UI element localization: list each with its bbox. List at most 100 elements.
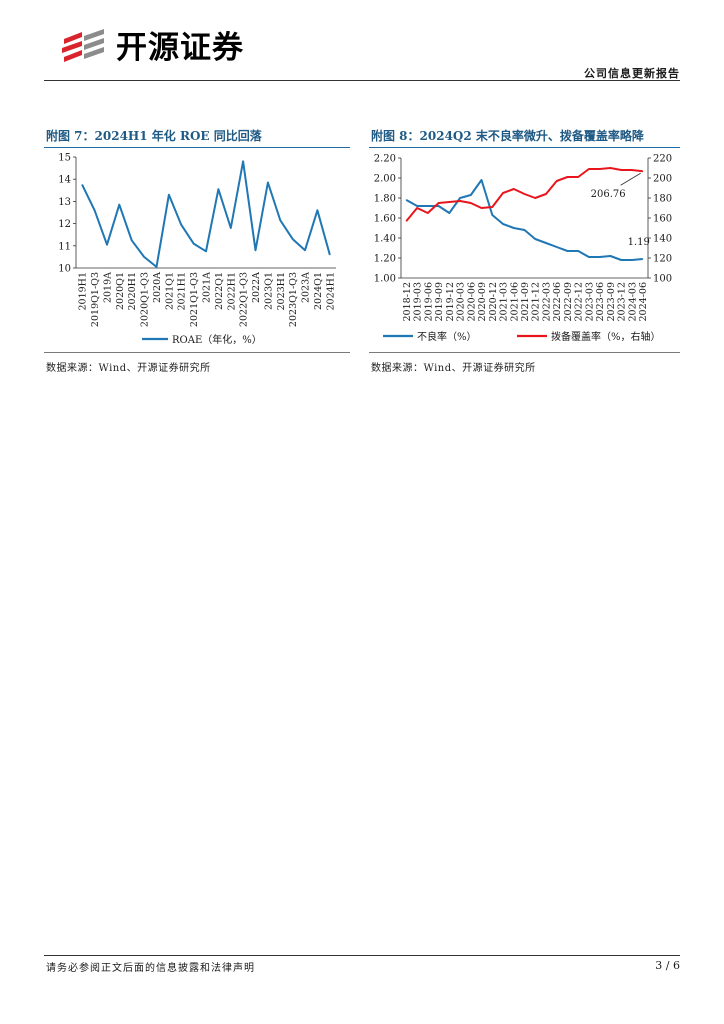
npl-ratio-data-point xyxy=(588,256,590,258)
left-y-tick-label: 2.20 xyxy=(374,154,396,165)
left-y-tick-label: 1.80 xyxy=(374,194,396,205)
coverage-ratio-data-point xyxy=(642,170,644,172)
x-tick-label: 2019-09 xyxy=(434,282,445,321)
x-tick-label: 2019Q1-Q3 xyxy=(90,272,101,327)
coverage-ratio-data-point xyxy=(534,197,536,199)
coverage-ratio-data-point xyxy=(588,168,590,170)
figure-7-title-rule xyxy=(44,147,350,148)
x-tick-label: 2024H1 xyxy=(325,272,336,311)
roae-data-point xyxy=(81,184,83,186)
x-tick-label: 2019-06 xyxy=(423,282,434,321)
npl-ratio-data-point xyxy=(577,250,579,252)
npl-ratio-data-point xyxy=(405,199,407,201)
right-y-tick-label: 200 xyxy=(653,174,672,185)
coverage-ratio-data-point xyxy=(470,202,472,204)
coverage-ratio-data-point xyxy=(556,180,558,182)
x-tick-label: 2021-03 xyxy=(499,282,510,321)
x-tick-label: 2022-06 xyxy=(552,282,563,321)
coverage-ratio-data-point xyxy=(480,207,483,209)
coverage-ratio-data-point xyxy=(566,176,569,178)
npl-ratio-data-point xyxy=(502,223,504,225)
coverage-ratio-data-point xyxy=(609,167,612,169)
x-tick-label: 2023Q1-Q3 xyxy=(288,272,299,327)
annotation-npl-value: 1.19 xyxy=(628,237,650,248)
npl-ratio-data-point xyxy=(470,194,472,196)
x-tick-label: 2023A xyxy=(301,272,312,303)
roae-data-point xyxy=(168,194,170,196)
x-tick-label: 2019-03 xyxy=(413,282,424,321)
coverage-ratio-data-point xyxy=(631,169,633,171)
roae-data-point xyxy=(118,204,120,206)
x-tick-label: 2021Q1-Q3 xyxy=(189,272,200,327)
logo-stripes xyxy=(62,29,104,62)
npl-ratio-data-point xyxy=(631,259,633,261)
roae-data-point xyxy=(230,227,232,229)
x-tick-label: 2021-12 xyxy=(531,282,542,321)
x-tick-label: 2023-12 xyxy=(617,282,628,321)
y-tick-label: 11 xyxy=(58,241,71,252)
npl-ratio-data-point xyxy=(437,205,440,207)
brand-logo-mark xyxy=(62,29,104,62)
roae-data-point xyxy=(205,250,207,252)
roae-data-point xyxy=(267,181,269,184)
x-tick-label: 2023-09 xyxy=(606,282,617,321)
x-tick-label: 2022Q1 xyxy=(214,272,225,310)
x-tick-label: 2022-03 xyxy=(541,282,552,321)
y-tick-label: 12 xyxy=(58,219,71,230)
x-tick-label: 2021A xyxy=(202,272,213,303)
figure-7-title: 附图 7：2024H1 年化 ROE 同比回落 xyxy=(46,129,262,143)
brand-name: 开源证券 xyxy=(116,30,244,66)
figure-8-bottom-rule xyxy=(369,352,680,353)
npl-ratio-data-point xyxy=(523,229,526,231)
x-tick-label: 2019A xyxy=(102,272,113,303)
x-tick-label: 2024Q1 xyxy=(313,272,324,310)
x-tick-label: 2023Q1 xyxy=(263,272,274,310)
npl-ratio-data-point xyxy=(642,258,644,260)
x-tick-label: 2020A xyxy=(152,272,163,303)
npl-ratio-data-point xyxy=(534,238,536,240)
roae-data-point xyxy=(242,160,244,163)
coverage-ratio-data-point xyxy=(437,202,440,204)
x-tick-label: 2019-12 xyxy=(445,282,456,321)
roae-data-point xyxy=(193,242,195,245)
report-type: 公司信息更新报告 xyxy=(584,67,680,80)
figure-7-source: 数据来源：Wind、开源证券研究所 xyxy=(46,363,211,374)
roae-data-point xyxy=(279,219,281,221)
footer-divider xyxy=(44,955,680,956)
right-y-tick-label: 120 xyxy=(653,254,672,265)
x-tick-label: 2022-09 xyxy=(563,282,574,321)
npl-ratio-data-point xyxy=(609,255,612,257)
npl-ratio-data-point xyxy=(566,250,569,252)
npl-ratio-data-point xyxy=(599,256,601,258)
roae-data-point xyxy=(106,244,108,246)
figure-8-npl-coverage-chart: 1.00 1.20 1.40 1.60 1.80 2.00 2.20 100 120 140 160… xyxy=(374,154,672,344)
roae-data-point xyxy=(217,188,219,190)
x-tick-label: 2022H1 xyxy=(226,272,237,311)
npl-ratio-data-point xyxy=(620,259,622,261)
npl-ratio-data-point xyxy=(427,205,429,207)
roae-data-point xyxy=(254,249,257,251)
x-tick-label: 2021-06 xyxy=(509,282,520,321)
annotation-coverage-value: 206.76 xyxy=(591,189,626,200)
x-tick-label: 2020-09 xyxy=(477,282,488,321)
x-tick-label: 2018-12 xyxy=(402,282,413,321)
x-tick-label: 2019H1 xyxy=(78,272,89,311)
npl-ratio-data-point xyxy=(480,179,483,181)
coverage-ratio-data-point xyxy=(523,193,526,195)
right-y-tick-label: 140 xyxy=(653,234,672,245)
y-tick-label: 13 xyxy=(58,197,71,208)
roae-data-point xyxy=(143,256,145,258)
left-y-tick-label: 1.40 xyxy=(374,234,396,245)
x-tick-label: 2023-03 xyxy=(584,282,595,321)
legend-label-coverage: 拨备覆盖率（%，右轴） xyxy=(551,330,661,343)
footer-disclaimer: 请务必参阅正文后面的信息披露和法律声明 xyxy=(46,963,255,974)
legend-label-roae: ROAE（年化，%） xyxy=(172,333,262,346)
right-y-tick-label: 160 xyxy=(653,214,672,225)
coverage-ratio-data-point xyxy=(459,200,461,202)
x-tick-label: 2021-09 xyxy=(520,282,531,321)
coverage-ratio-data-point xyxy=(545,193,547,195)
x-tick-label: 2024-06 xyxy=(638,282,649,321)
roae-data-point xyxy=(329,254,331,256)
x-tick-label: 2023H1 xyxy=(276,272,287,311)
x-tick-label: 2021H1 xyxy=(177,272,188,311)
